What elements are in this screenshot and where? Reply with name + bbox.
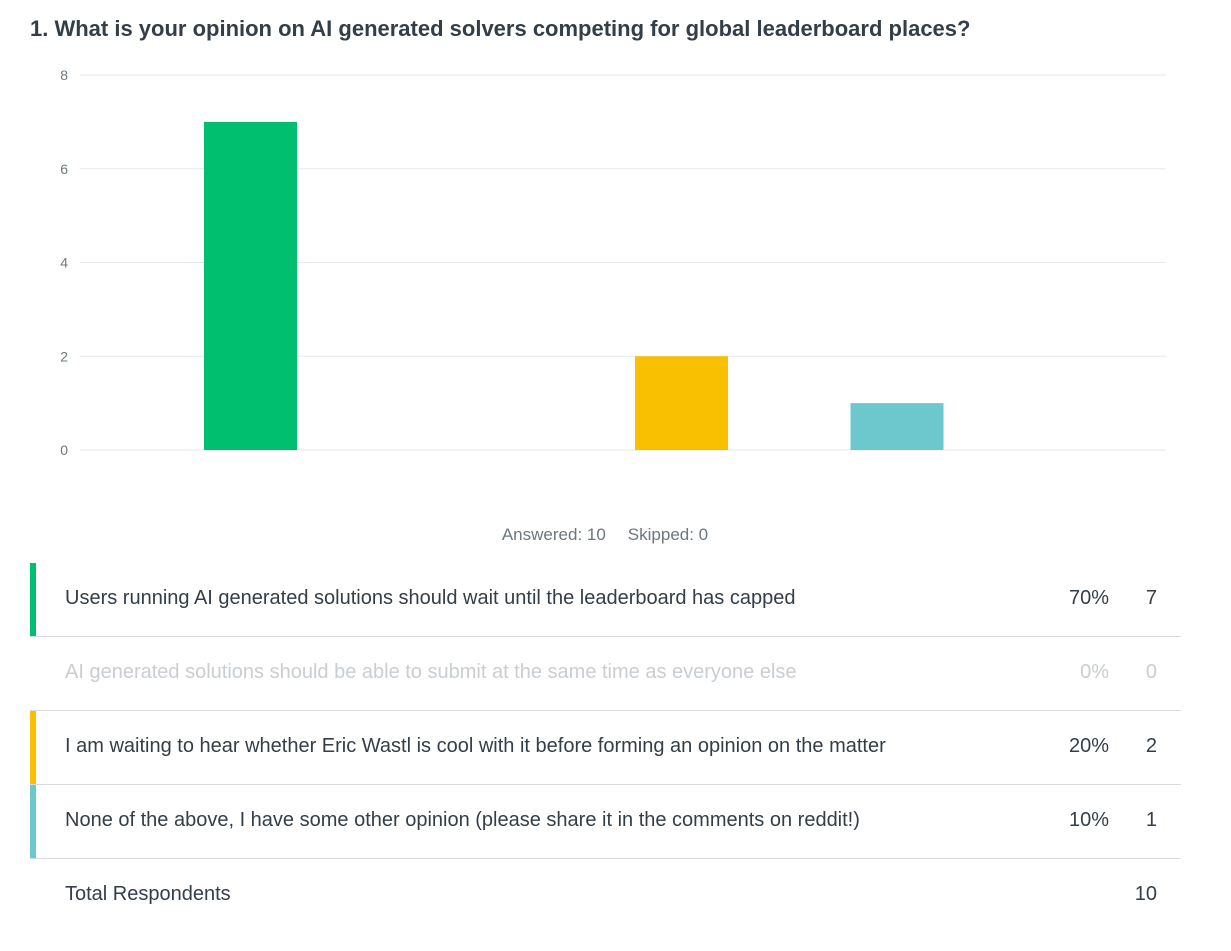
answer-count: 7 — [1145, 587, 1157, 609]
answer-count: 0 — [1145, 661, 1157, 683]
answer-percent: 70% — [1068, 587, 1109, 609]
total-respondents-row: Total Respondents 10 — [30, 859, 1181, 932]
answer-table: Users running AI generated solutions sho… — [30, 563, 1181, 932]
answer-choice-label: None of the above, I have some other opi… — [65, 809, 860, 831]
answer-color-bar — [30, 637, 36, 710]
y-axis-ticks: 0 2 4 6 8 — [60, 67, 68, 458]
answer-color-bar — [30, 711, 36, 784]
total-respondents-label: Total Respondents — [65, 883, 231, 905]
answer-percent: 0% — [1080, 661, 1109, 683]
y-tick-label: 2 — [60, 348, 68, 364]
answer-count: 1 — [1145, 809, 1157, 831]
y-tick-label: 6 — [60, 161, 68, 177]
answer-row-4[interactable]: None of the above, I have some other opi… — [30, 785, 1181, 859]
answer-row-1[interactable]: Users running AI generated solutions sho… — [30, 563, 1181, 637]
skipped-count: Skipped: 0 — [627, 525, 709, 544]
bar-chart: 0 2 4 6 8 — [60, 67, 1166, 458]
answer-count: 2 — [1145, 735, 1157, 757]
answer-row-2[interactable]: AI generated solutions should be able to… — [30, 637, 1181, 711]
y-tick-label: 4 — [60, 255, 68, 271]
total-respondents-value: 10 — [1134, 883, 1157, 905]
answer-color-bar — [30, 785, 36, 858]
bar-4[interactable] — [850, 403, 944, 450]
answer-choice-label: Users running AI generated solutions sho… — [65, 587, 796, 609]
answer-choice-label: I am waiting to hear whether Eric Wastl … — [65, 735, 886, 757]
bar-3[interactable] — [635, 356, 728, 450]
answer-choice-label: AI generated solutions should be able to… — [65, 661, 797, 683]
answer-row-3[interactable]: I am waiting to hear whether Eric Wastl … — [30, 711, 1181, 785]
answered-count: Answered: 10 — [501, 525, 606, 544]
bars — [204, 121, 944, 450]
response-summary: Answered: 10 Skipped: 0 — [0, 525, 1210, 545]
bar-1[interactable] — [204, 121, 297, 450]
answer-percent: 20% — [1068, 735, 1109, 757]
question-title: 1. What is your opinion on AI generated … — [30, 16, 971, 41]
y-tick-label: 0 — [60, 442, 68, 458]
answer-percent: 10% — [1068, 809, 1109, 831]
y-tick-label: 8 — [60, 67, 68, 83]
answer-color-bar — [30, 563, 36, 636]
